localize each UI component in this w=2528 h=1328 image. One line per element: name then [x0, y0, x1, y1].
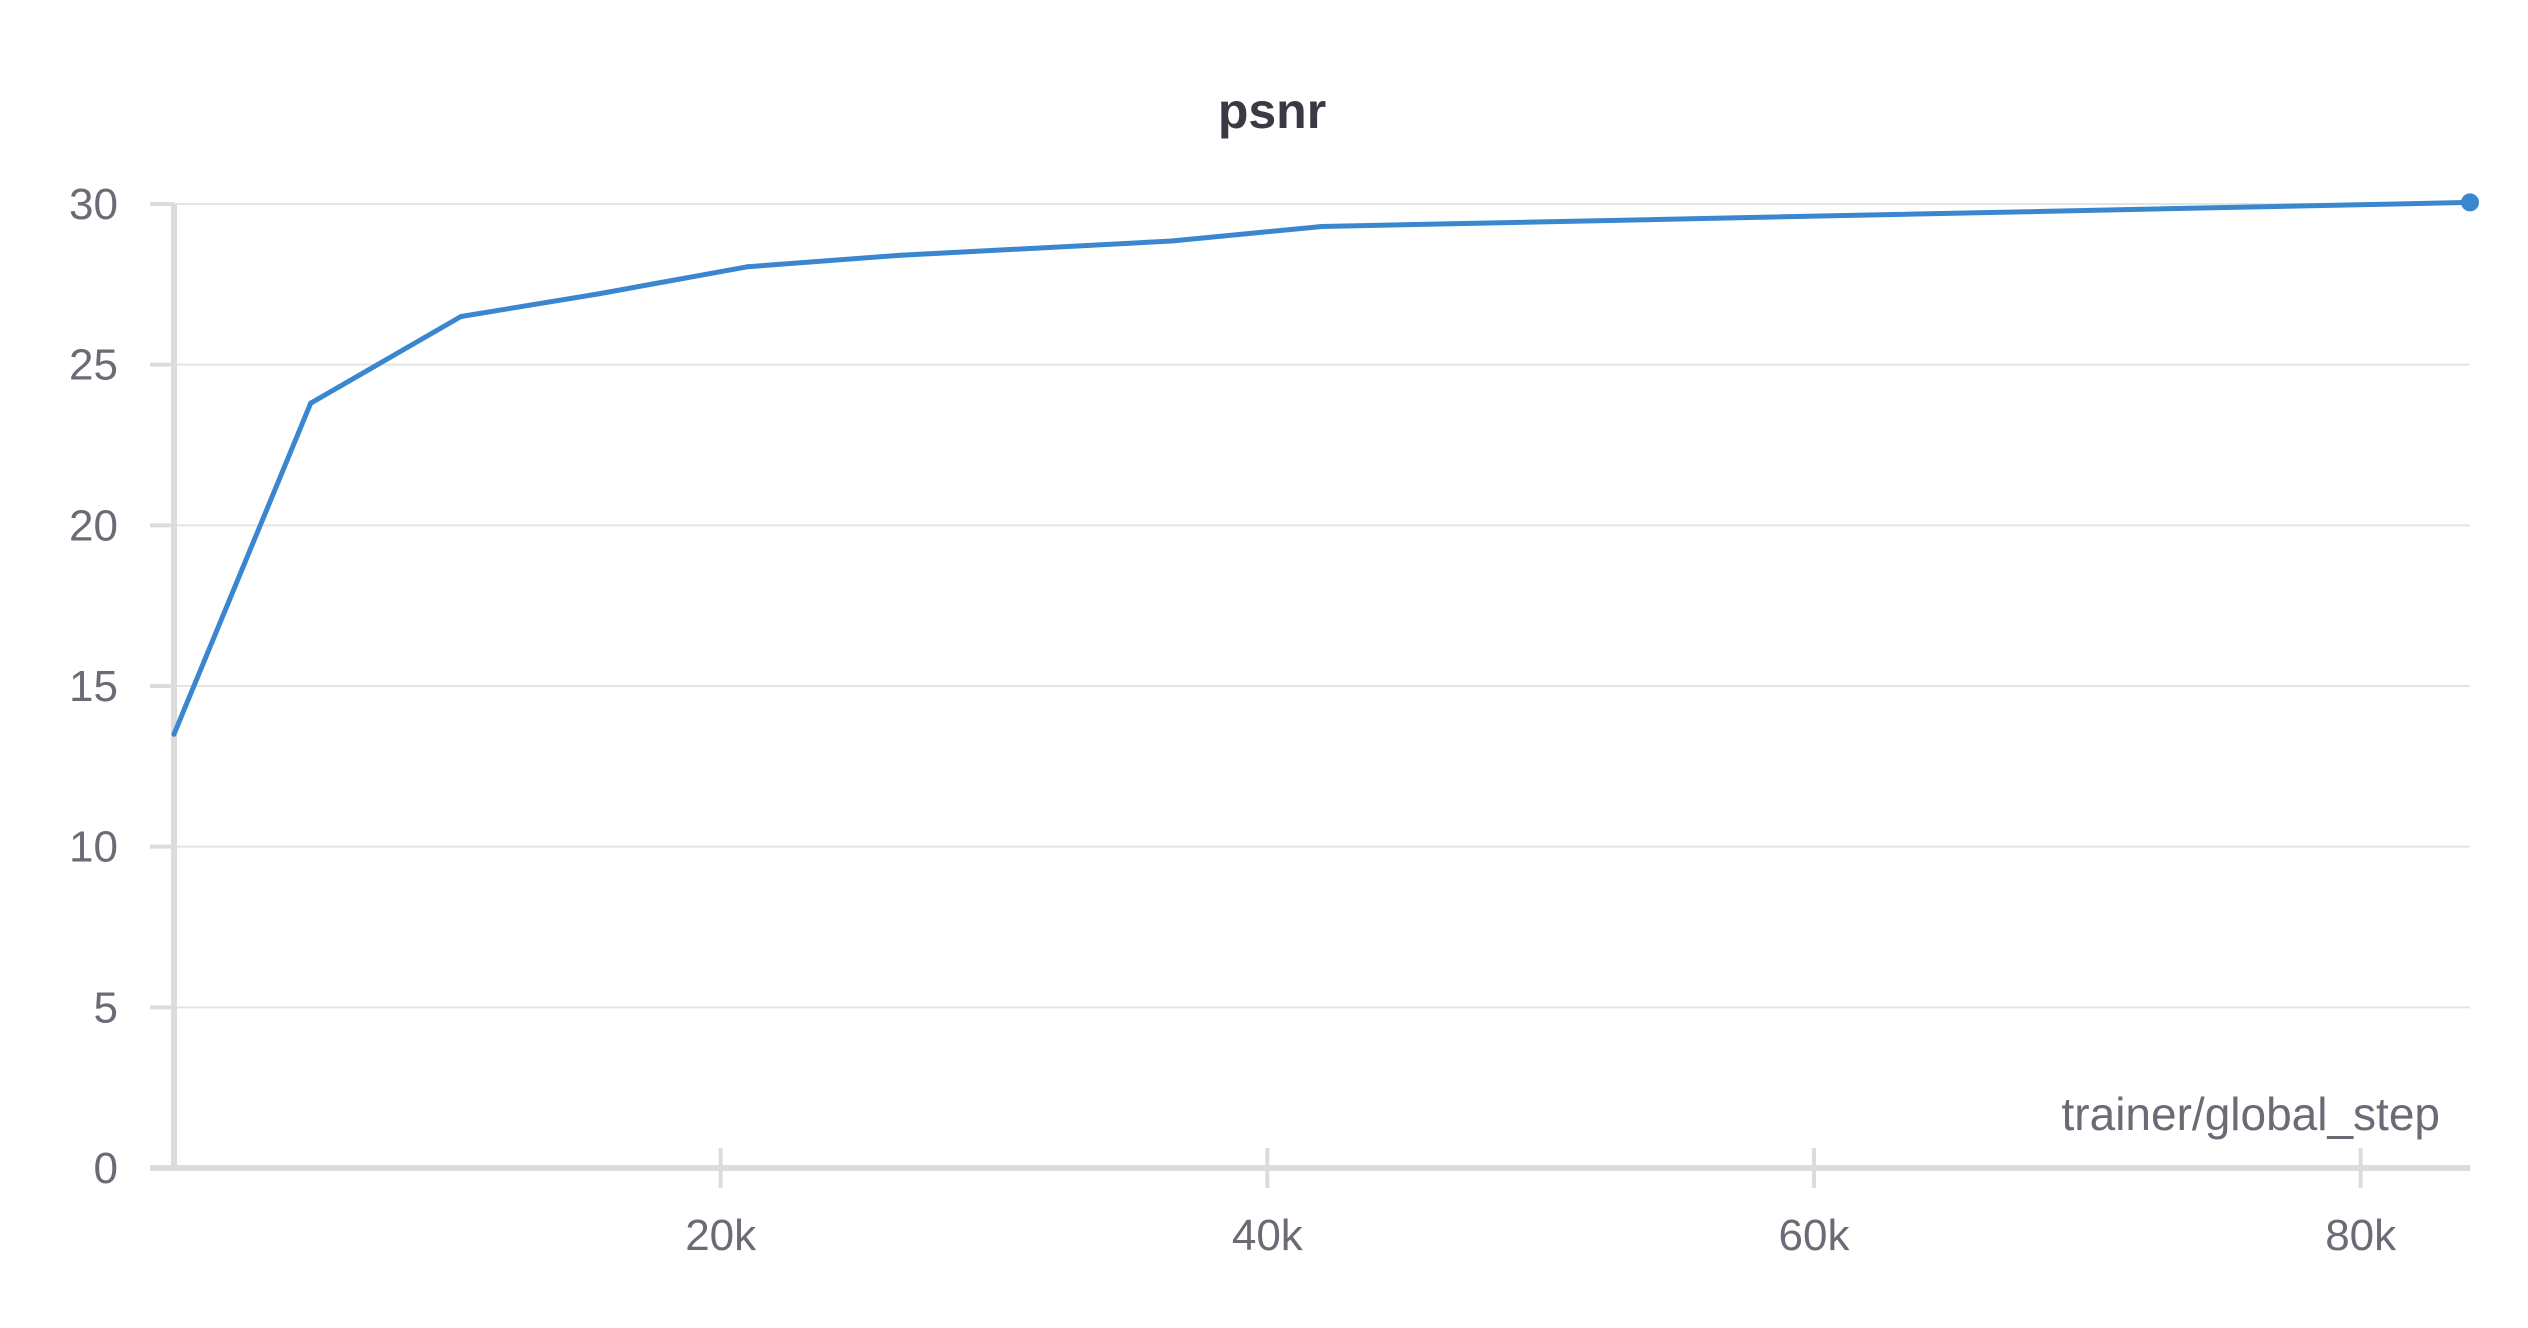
last-point-marker: [2461, 193, 2479, 211]
data-point: [1320, 224, 1325, 229]
x-tick-label: 60k: [1779, 1211, 1851, 1260]
chart-title: psnr: [1218, 83, 1326, 139]
y-tick-label: 30: [69, 180, 118, 229]
y-tick-label: 15: [69, 662, 118, 711]
data-point: [308, 401, 313, 406]
axes: [150, 204, 2470, 1188]
x-axis-title: trainer/global_step: [2062, 1088, 2440, 1140]
psnr-series-line: [174, 202, 2470, 734]
x-tick-label: 20k: [685, 1211, 757, 1260]
y-tick-label: 25: [69, 341, 118, 390]
series-layer: [172, 193, 2480, 736]
y-tick-label: 20: [69, 501, 118, 550]
y-tick-label: 5: [94, 983, 118, 1032]
data-point: [896, 253, 901, 258]
data-point: [595, 291, 600, 296]
x-tick-label: 80k: [2325, 1211, 2397, 1260]
data-point: [746, 264, 751, 269]
y-tick-label: 10: [69, 823, 118, 872]
y-tick-label: 0: [94, 1144, 118, 1193]
data-point: [1169, 238, 1174, 243]
data-point: [172, 732, 177, 737]
x-tick-label: 40k: [1232, 1211, 1304, 1260]
grid-lines: [174, 204, 2470, 1007]
data-point: [459, 314, 464, 319]
